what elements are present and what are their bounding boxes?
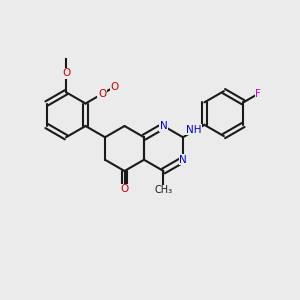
- Text: N: N: [160, 121, 167, 131]
- Text: N: N: [179, 155, 187, 165]
- Text: O: O: [62, 68, 70, 78]
- Text: NH: NH: [186, 124, 201, 135]
- Text: O: O: [111, 82, 119, 92]
- Text: F: F: [255, 89, 261, 99]
- Text: O: O: [120, 184, 129, 194]
- Text: CH₃: CH₃: [154, 185, 172, 195]
- Text: O: O: [98, 89, 106, 99]
